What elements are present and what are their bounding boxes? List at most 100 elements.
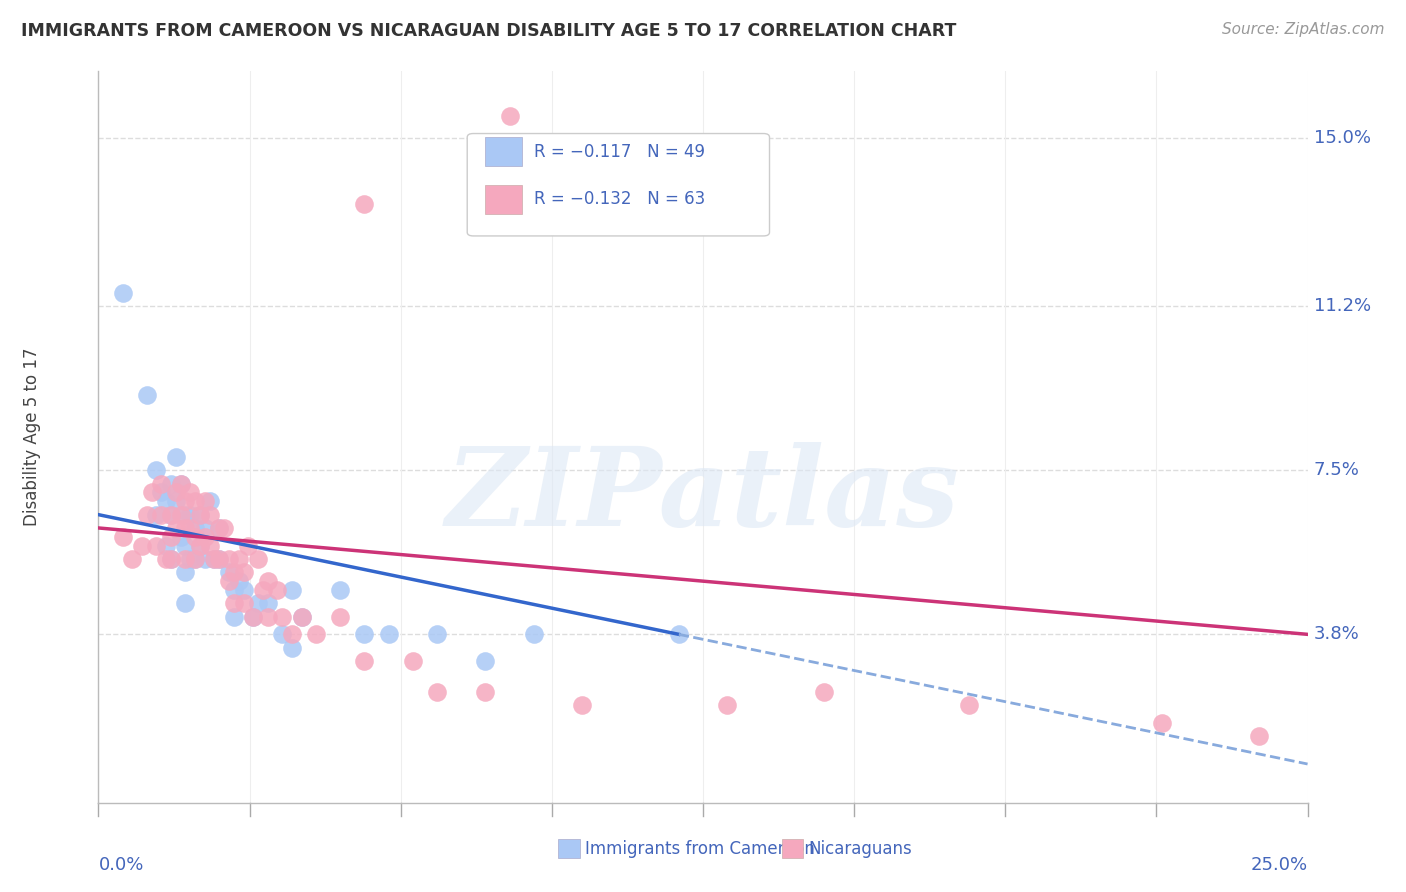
Point [179,508,201,522]
Point [716,698,738,713]
Point [208,552,231,566]
Point [135,388,157,402]
Point [184,552,207,566]
Point [247,552,270,566]
Point [266,582,288,597]
Point [353,654,375,668]
Point [208,521,231,535]
Point [377,627,399,641]
Point [155,494,177,508]
Point [150,485,173,500]
Point [290,609,312,624]
Point [198,508,221,522]
Point [198,539,221,553]
Point [150,476,173,491]
Point [290,609,312,624]
Point [121,552,143,566]
Point [194,494,217,508]
Point [169,476,191,491]
Point [281,582,304,597]
Point [165,521,187,535]
Point [353,197,375,211]
Point [165,485,187,500]
Point [174,521,197,535]
Point [179,485,201,500]
Point [169,508,191,522]
Text: 7.5%: 7.5% [1313,461,1360,479]
Point [184,530,207,544]
Point [271,609,294,624]
Point [1249,729,1271,743]
Point [188,508,211,522]
Point [160,552,183,566]
Point [426,685,449,699]
Point [523,627,546,641]
Text: 15.0%: 15.0% [1313,128,1371,147]
Point [174,566,197,580]
Point [957,698,980,713]
Text: 3.8%: 3.8% [1313,625,1360,643]
Point [111,285,134,300]
Text: 11.2%: 11.2% [1313,297,1371,315]
Point [194,530,217,544]
Point [474,685,496,699]
Point [174,596,197,610]
Point [145,539,167,553]
Point [160,508,183,522]
Point [150,508,173,522]
Point [208,552,231,566]
Point [141,485,163,500]
Text: Disability Age 5 to 17: Disability Age 5 to 17 [22,348,41,526]
Text: Immigrants from Cameroon: Immigrants from Cameroon [585,840,814,858]
Point [212,521,235,535]
Point [198,494,221,508]
Point [169,530,191,544]
Point [204,552,226,566]
Point [571,698,593,713]
Point [179,521,201,535]
Point [184,494,207,508]
Point [329,609,352,624]
Point [145,508,167,522]
Point [256,596,278,610]
Point [813,685,835,699]
Point [155,552,177,566]
Point [242,609,264,624]
Point [160,476,183,491]
Point [160,552,183,566]
Point [232,596,254,610]
Point [145,463,167,477]
Point [238,539,260,553]
Point [184,521,207,535]
Point [174,552,197,566]
Point [174,508,197,522]
Point [242,609,264,624]
Point [179,552,201,566]
Point [111,530,134,544]
Point [135,508,157,522]
Point [131,539,153,553]
Point [174,494,197,508]
Point [155,539,177,553]
Point [402,654,425,668]
Point [1152,716,1174,731]
Point [194,552,217,566]
Point [204,552,226,566]
Point [194,521,217,535]
Point [218,552,240,566]
Point [222,582,245,597]
Point [165,494,187,508]
Point [218,574,240,589]
Point [184,552,207,566]
Point [252,582,274,597]
Point [222,609,245,624]
Point [228,552,250,566]
Point [232,566,254,580]
Point [208,521,231,535]
Point [188,508,211,522]
Text: 25.0%: 25.0% [1250,856,1308,874]
Point [281,627,304,641]
Point [668,627,690,641]
Point [498,109,520,123]
Point [256,574,278,589]
